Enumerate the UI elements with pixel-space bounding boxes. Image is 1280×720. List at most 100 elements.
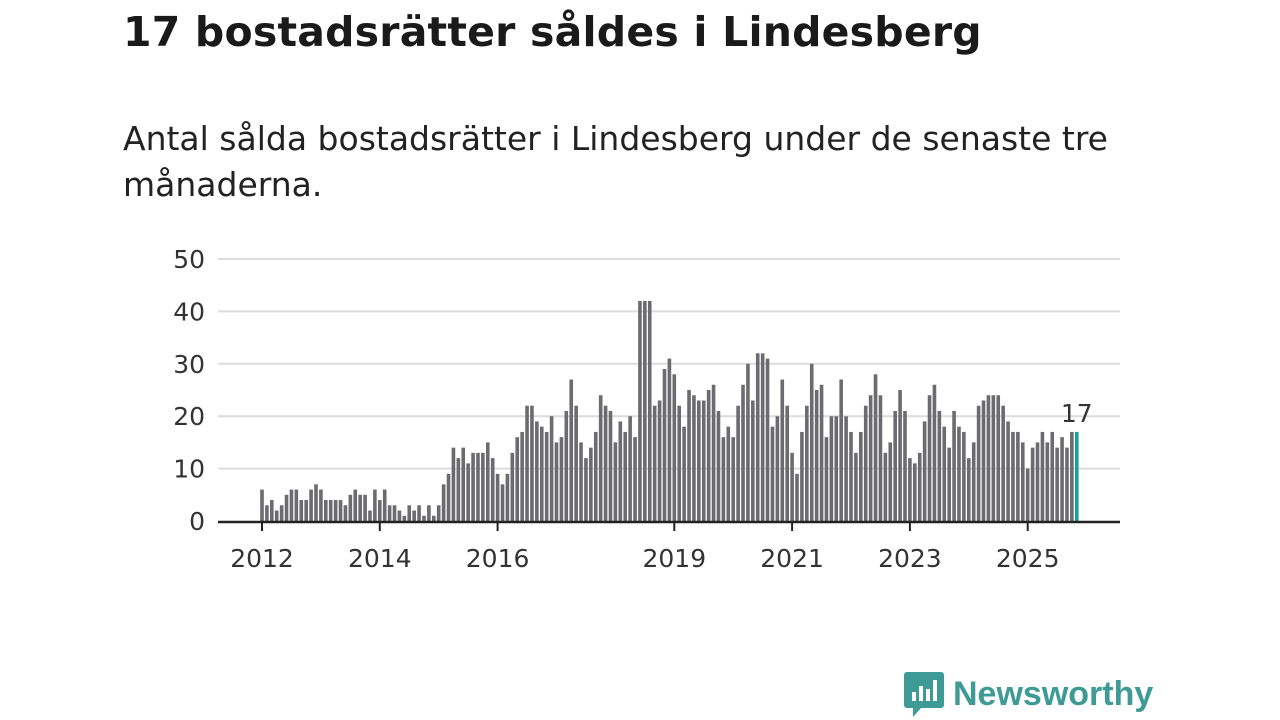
bar xyxy=(1035,442,1040,521)
bar xyxy=(456,458,461,521)
bar xyxy=(687,390,691,521)
bar xyxy=(294,489,299,521)
bar xyxy=(589,447,593,521)
bar xyxy=(471,452,475,521)
bar xyxy=(539,426,544,521)
bar xyxy=(805,405,809,521)
bar xyxy=(908,458,912,521)
bar xyxy=(927,395,932,521)
bar xyxy=(1025,468,1030,521)
bar xyxy=(677,405,682,521)
bar xyxy=(500,484,505,521)
bar xyxy=(643,300,647,521)
bar xyxy=(1030,447,1035,521)
bar xyxy=(888,442,893,521)
bar xyxy=(382,489,387,521)
bar xyxy=(726,426,731,521)
bar xyxy=(343,505,348,521)
bar xyxy=(544,431,549,521)
bar xyxy=(814,390,819,521)
bar xyxy=(476,452,480,521)
bar xyxy=(775,416,780,521)
bar xyxy=(922,421,927,521)
bar xyxy=(731,437,735,521)
axes: 0 10 20 30 40 50 2012 2014 2016 2019 2021 2023 2025 xyxy=(173,245,1120,573)
bar xyxy=(962,431,966,521)
bar xyxy=(986,395,991,521)
bar xyxy=(436,505,441,521)
bar xyxy=(299,500,304,521)
bar xyxy=(397,510,402,521)
chart-title: 17 bostadsrätter såldes i Lindesberg xyxy=(123,8,982,56)
bar xyxy=(1045,442,1050,521)
bar xyxy=(490,458,495,521)
bar xyxy=(878,395,883,521)
bar xyxy=(697,400,701,521)
bar xyxy=(770,426,775,521)
bar xyxy=(495,473,500,521)
bar xyxy=(309,489,313,521)
x-tick-label: 2021 xyxy=(760,544,824,573)
bar xyxy=(711,384,716,521)
bar xyxy=(284,494,289,521)
bar xyxy=(903,410,907,521)
bar xyxy=(947,447,951,521)
bar xyxy=(613,442,618,521)
x-tick-label: 2019 xyxy=(642,544,706,573)
bar xyxy=(618,421,623,521)
bar xyxy=(662,369,667,521)
bar xyxy=(716,410,721,521)
bar xyxy=(721,437,726,521)
bar xyxy=(785,405,789,521)
bar xyxy=(996,395,1001,521)
bar xyxy=(412,510,416,521)
bar xyxy=(603,405,608,521)
bar xyxy=(1040,431,1045,521)
bar xyxy=(937,410,942,521)
bar xyxy=(510,452,515,521)
bar xyxy=(407,505,412,521)
bar xyxy=(549,416,554,521)
bar xyxy=(554,442,559,521)
bar xyxy=(932,384,937,521)
bar xyxy=(569,379,574,521)
highlight-data-label: 17 xyxy=(1061,399,1093,428)
bar xyxy=(652,405,657,521)
bar xyxy=(387,505,392,521)
bar xyxy=(883,452,888,521)
bar xyxy=(647,300,652,521)
bar xyxy=(967,458,971,521)
y-tick-label: 50 xyxy=(173,245,205,274)
bar xyxy=(819,384,824,521)
bar xyxy=(289,489,294,521)
bar xyxy=(736,405,740,521)
bar xyxy=(485,442,490,521)
bar xyxy=(991,395,996,521)
bar xyxy=(608,410,613,521)
bar xyxy=(328,500,333,521)
bar xyxy=(1060,437,1064,521)
bar xyxy=(952,410,956,521)
bar xyxy=(760,353,765,521)
bar xyxy=(274,510,279,521)
bar xyxy=(981,400,986,521)
y-tick-label: 40 xyxy=(173,297,205,326)
bar xyxy=(378,500,382,521)
bar xyxy=(790,452,794,521)
bar xyxy=(279,505,284,521)
bar xyxy=(1065,447,1069,521)
x-tick-label: 2014 xyxy=(348,544,412,573)
bar xyxy=(829,416,834,521)
chart-subtitle: Antal sålda bostadsrätter i Lindesberg u… xyxy=(123,119,1108,204)
bar xyxy=(1055,447,1059,521)
bar xyxy=(701,400,706,521)
bar xyxy=(515,437,520,521)
bar xyxy=(628,416,632,521)
bar xyxy=(746,363,750,521)
bar xyxy=(859,431,863,521)
bar xyxy=(1016,431,1020,521)
bar xyxy=(441,484,446,521)
bar xyxy=(957,426,961,521)
bar xyxy=(672,374,677,521)
